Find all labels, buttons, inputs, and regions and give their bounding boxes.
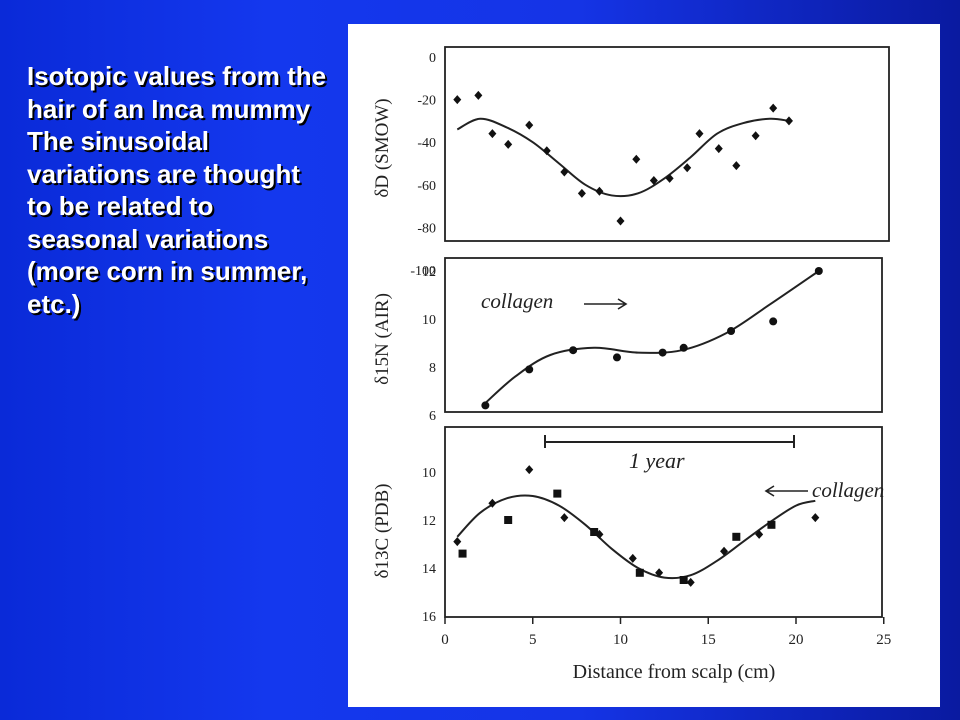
data-point-diamond [474,90,483,100]
y-tick-label: 8 [429,361,436,376]
x-tick-label: 5 [529,632,537,648]
isotope-figure: δD (SMOW) δ15N (AIR) δ13C (PDB) collagen… [348,24,940,707]
data-point-diamond [628,553,637,563]
data-point-diamond [769,103,778,113]
annotation-arrow-left [764,485,808,497]
annotation-one-year: 1 year [629,448,685,473]
data-point-diamond [649,176,658,186]
y-tick-label: 10 [422,466,436,481]
y-tick-label: 6 [429,409,436,424]
annotation-collagen-c: collagen [812,478,884,502]
data-point-circle [569,346,578,355]
data-point-circle [814,267,823,275]
annotation-collagen-n: collagen [481,289,553,313]
x-tick-label: 15 [701,632,716,648]
y-tick-label: 12 [422,265,436,280]
data-point-diamond [595,186,604,196]
y-tick-label: -20 [417,94,436,109]
data-point-diamond [560,513,569,523]
data-point-diamond [784,116,793,126]
data-point-diamond [755,529,764,539]
data-point-diamond [488,498,497,508]
data-point-square [635,568,644,577]
x-tick-label: 25 [876,632,891,648]
data-point-circle [525,365,534,374]
data-point-diamond [720,546,729,556]
data-point-square [590,528,599,536]
isotope-chart: δD (SMOW) δ15N (AIR) δ13C (PDB) collagen… [372,46,891,683]
annotation-arrow-right [584,298,628,310]
data-point-diamond [453,95,462,105]
x-tick-label: 0 [441,632,449,648]
data-point-diamond [577,188,586,198]
y-tick-label: -100 [410,264,436,279]
data-point-diamond [751,131,760,141]
data-point-square [679,576,688,584]
data-point-circle [769,317,778,326]
data-point-square [732,532,741,541]
y-tick-label: 12 [422,514,436,529]
x-axis-label: Distance from scalp (cm) [573,661,776,683]
fit-curve [484,270,820,404]
data-point-circle [481,401,490,410]
y-tick-label: 14 [422,562,436,577]
y-tick-label: -80 [417,221,436,236]
data-point-diamond [714,144,723,154]
x-tick-label: 10 [613,632,628,648]
data-point-diamond [542,146,551,156]
y-tick-label: -40 [417,136,436,151]
data-point-square [458,549,467,558]
data-point-diamond [695,129,704,139]
data-point-diamond [655,568,664,578]
data-point-diamond [665,173,674,183]
data-point-diamond [616,216,625,226]
data-point-circle [727,327,736,335]
data-point-diamond [560,167,569,177]
fit-curve [456,117,790,198]
data-point-circle [679,343,688,352]
panel-frame-dD [444,46,890,242]
y-tick-label: 0 [429,51,436,66]
data-point-diamond [686,577,695,587]
y-label-dD: δD (SMOW) [372,98,393,197]
panel-frame-d15N [444,257,883,413]
data-point-diamond [683,163,692,173]
data-point-square [553,489,562,498]
data-point-square [504,516,513,524]
y-label-d15N: δ15N (AIR) [372,293,393,385]
data-point-square [767,520,776,529]
data-point-diamond [525,465,534,475]
data-point-diamond [504,139,513,149]
data-point-diamond [453,537,462,547]
y-tick-label: 16 [422,610,436,625]
data-point-diamond [732,161,741,171]
data-point-diamond [525,120,534,130]
data-point-diamond [488,129,497,139]
data-point-diamond [632,154,641,164]
y-label-d13C: δ13C (PDB) [372,484,393,579]
slide-caption: Isotopic values from the hair of an Inca… [27,61,327,319]
y-tick-label: -60 [417,179,436,194]
data-point-circle [612,353,621,362]
x-tick-label: 20 [789,632,804,648]
one-year-bar [544,435,795,448]
y-tick-label: 10 [422,313,436,328]
panel-frame-d13C [444,426,883,618]
data-point-circle [658,348,667,357]
data-point-diamond [811,513,820,523]
fit-curve [456,494,816,580]
